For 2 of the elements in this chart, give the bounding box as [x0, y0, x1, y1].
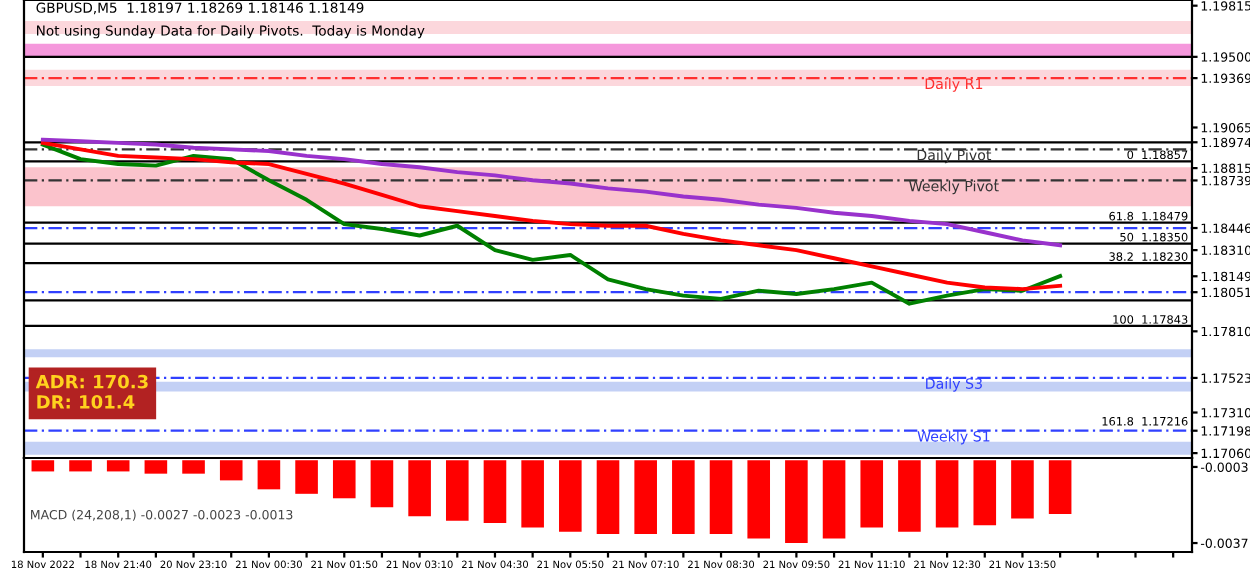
annotation: ADR: 170.3: [35, 374, 148, 389]
annotation: DR: 101.4: [37, 395, 135, 409]
